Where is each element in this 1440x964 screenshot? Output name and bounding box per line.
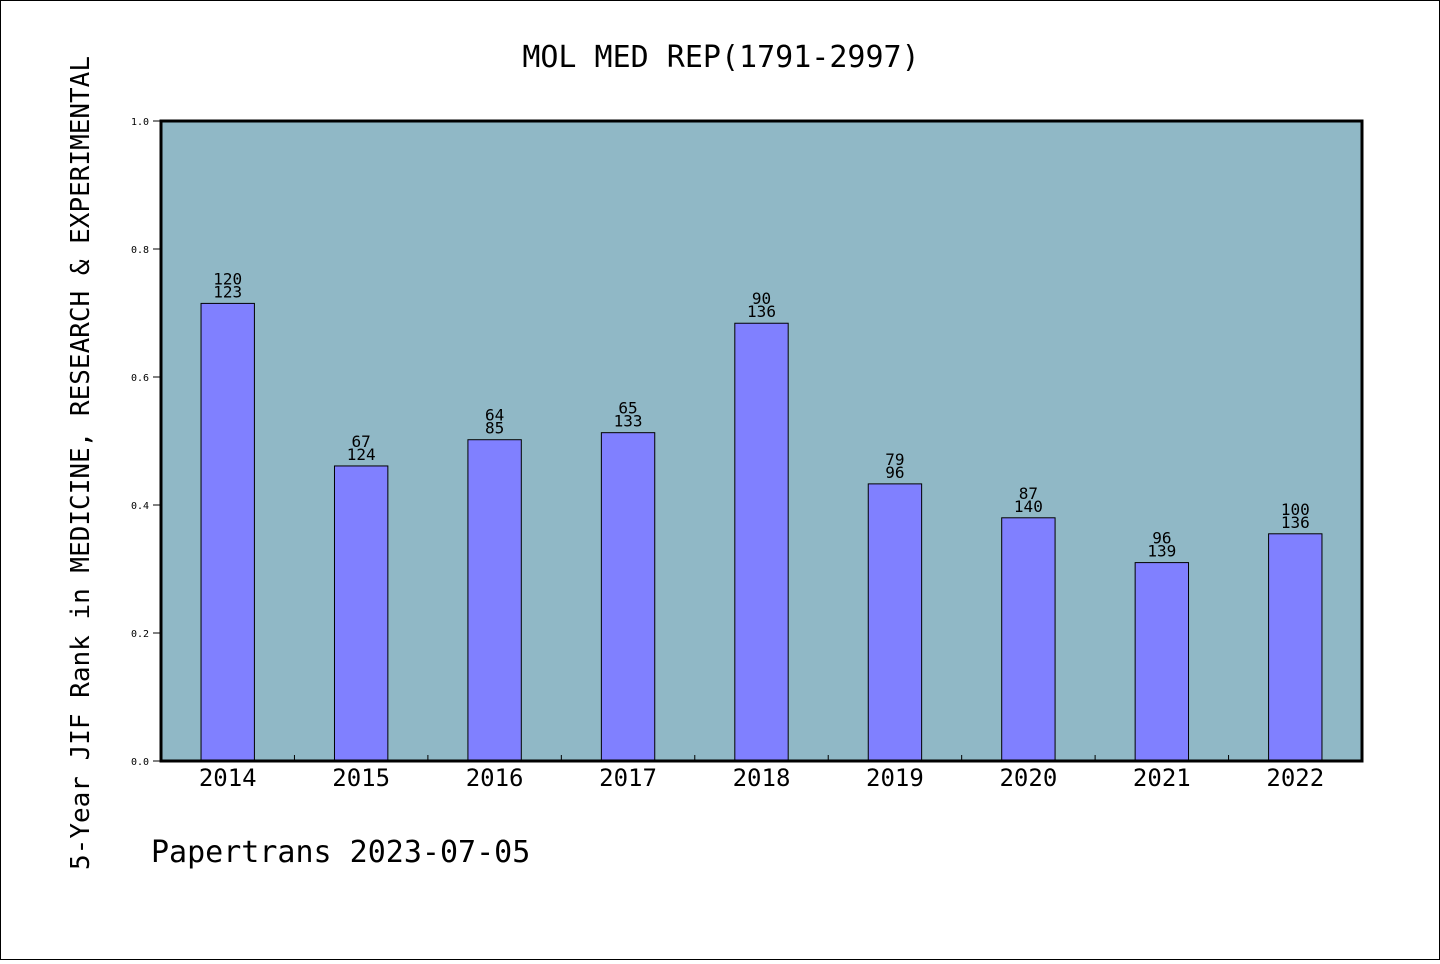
bar-label-total: 139 — [1147, 542, 1176, 561]
x-tick-label: 2015 — [332, 764, 390, 792]
bar-2015 — [333, 465, 389, 762]
y-axis: 0.0 0.2 0.4 0.6 0.8 1.0 — [131, 117, 161, 768]
bar-label-rank: 65 — [618, 399, 637, 418]
bar-label-total: 123 — [213, 282, 242, 301]
x-tick-label: 2022 — [1266, 764, 1324, 792]
x-tick-label: 2021 — [1133, 764, 1191, 792]
y-tick-label: 0.8 — [131, 245, 149, 256]
y-axis-label: 5-Year JIF Rank in MEDICINE, RESEARCH & … — [66, 56, 96, 870]
bar-2017 — [600, 432, 656, 762]
bar-label-rank: 120 — [213, 269, 242, 288]
chart-title: MOL MED REP(1791-2997) — [522, 40, 919, 75]
bars-layer: 1201236712464856513390136799687140961391… — [200, 269, 1323, 762]
footer-credit: Papertrans 2023-07-05 — [151, 835, 531, 870]
bar-label-rank: 96 — [1152, 529, 1171, 548]
y-tick-label: 1.0 — [131, 117, 149, 128]
bar-label-total: 136 — [747, 302, 776, 321]
bar-label-rank: 64 — [485, 406, 504, 425]
bar-label-total: 85 — [485, 419, 504, 438]
x-tick-label: 2018 — [733, 764, 791, 792]
x-tick-label: 2016 — [466, 764, 524, 792]
x-tick-label: 2020 — [999, 764, 1057, 792]
bar-label-rank: 79 — [885, 450, 904, 469]
x-tick-label: 2017 — [599, 764, 657, 792]
bar-label-rank: 67 — [352, 432, 371, 451]
bar-label-rank: 100 — [1281, 500, 1310, 519]
bar-2020 — [1001, 517, 1056, 762]
bar-label-total: 140 — [1014, 497, 1043, 516]
bar-2014 — [200, 302, 255, 762]
y-tick-label: 0.6 — [131, 373, 149, 384]
x-tick-label: 2014 — [199, 764, 257, 792]
bar-label-total: 136 — [1281, 513, 1310, 532]
bar-2022 — [1268, 533, 1323, 762]
bar-2019 — [867, 483, 923, 762]
bar-label-rank: 87 — [1019, 484, 1038, 503]
x-tick-label: 2019 — [866, 764, 924, 792]
bar-2018 — [734, 322, 789, 762]
bar-2021 — [1134, 562, 1190, 762]
bar-label-rank: 90 — [752, 289, 771, 308]
bar-label-total: 133 — [614, 412, 643, 431]
x-axis: 2014 2015 2016 2017 2018 2019 2020 2021 2022 — [199, 755, 1324, 792]
plot-border — [159, 119, 1364, 763]
bar-2016 — [467, 439, 522, 762]
y-tick-label: 0.2 — [131, 629, 149, 640]
y-tick-label: 0.4 — [131, 501, 149, 512]
y-tick-label: 0.0 — [131, 757, 149, 768]
bar-label-total: 124 — [347, 445, 376, 464]
bar-label-total: 96 — [885, 463, 904, 482]
